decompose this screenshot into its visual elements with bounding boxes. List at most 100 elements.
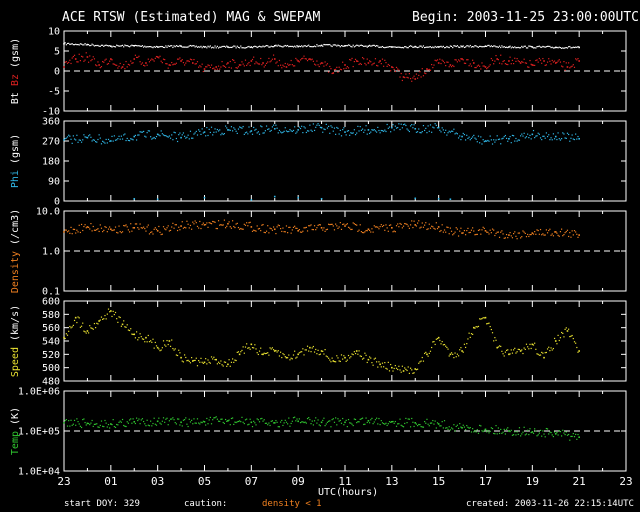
scatter-dot	[109, 311, 111, 313]
scatter-dot	[295, 227, 297, 229]
scatter-dot	[576, 46, 578, 48]
scatter-dot	[207, 45, 209, 47]
scatter-dot	[71, 43, 73, 45]
scatter-dot	[329, 132, 331, 134]
scatter-dot	[178, 349, 180, 351]
scatter-dot	[72, 135, 74, 137]
scatter-dot	[311, 347, 313, 349]
scatter-dot	[69, 135, 71, 137]
scatter-dot	[447, 348, 449, 350]
scatter-dot	[299, 59, 302, 61]
scatter-dot	[105, 318, 107, 320]
scatter-dot	[240, 45, 242, 47]
scatter-dot	[552, 61, 555, 63]
data-point	[180, 421, 182, 424]
scatter-dot	[333, 360, 336, 363]
scatter-dot	[151, 231, 153, 233]
scatter-dot	[116, 231, 118, 234]
data-point	[168, 340, 171, 342]
scatter-dot	[112, 310, 114, 312]
scatter-dot	[569, 336, 571, 338]
scatter-dot	[311, 130, 313, 132]
scatter-dot	[79, 43, 81, 45]
scatter-dot	[185, 62, 187, 64]
scatter-dot	[90, 222, 92, 225]
scatter-dot	[530, 431, 532, 434]
scatter-dot	[537, 45, 539, 48]
scatter-dot	[500, 143, 502, 145]
scatter-dot	[292, 65, 295, 67]
scatter-dot	[174, 63, 176, 65]
scatter-dot	[301, 351, 303, 353]
scatter-dot	[123, 64, 125, 66]
scatter-dot	[137, 134, 139, 136]
scatter-dot	[64, 229, 66, 231]
x-tick-label-4: 07	[245, 475, 258, 488]
scatter-dot	[329, 420, 331, 422]
data-point	[496, 346, 499, 349]
scatter-dot	[139, 223, 141, 225]
scatter-dot	[429, 350, 432, 352]
scatter-dot	[534, 428, 536, 430]
scatter-dot	[488, 432, 490, 434]
scatter-dot	[449, 227, 451, 229]
scatter-dot	[269, 347, 271, 349]
scatter-dot	[488, 233, 490, 235]
scatter-dot	[175, 354, 177, 356]
scatter-dot	[140, 45, 142, 47]
scatter-dot	[475, 233, 477, 236]
data-point	[578, 350, 580, 352]
scatter-dot	[529, 59, 531, 62]
scatter-dot	[536, 435, 538, 437]
scatter-dot	[337, 418, 339, 420]
scatter-dot	[196, 61, 199, 63]
scatter-dot	[521, 236, 523, 238]
data-point	[344, 356, 346, 359]
scatter-dot	[202, 362, 204, 365]
scatter-dot	[337, 44, 339, 46]
scatter-dot	[462, 59, 464, 61]
scatter-dot	[146, 226, 148, 228]
scatter-dot	[68, 230, 70, 232]
data-point	[156, 46, 159, 48]
scatter-dot	[548, 45, 550, 47]
scatter-dot	[450, 230, 453, 232]
scatter-dot	[338, 133, 340, 135]
scatter-dot	[148, 341, 151, 343]
scatter-dot	[92, 139, 94, 141]
scatter-dot	[335, 417, 337, 419]
scatter-dot	[511, 352, 514, 354]
scatter-dot	[166, 46, 168, 48]
scatter-dot	[557, 434, 559, 436]
scatter-dot	[470, 431, 473, 433]
scatter-dot	[185, 417, 187, 419]
scatter-dot	[254, 229, 256, 232]
x-tick-label-9: 17	[479, 475, 492, 488]
scatter-dot	[521, 60, 523, 63]
scatter-dot	[545, 132, 547, 134]
scatter-dot	[517, 139, 519, 141]
scatter-dot	[240, 64, 242, 66]
scatter-dot	[481, 229, 483, 231]
scatter-dot	[65, 61, 67, 63]
scatter-dot	[453, 45, 455, 47]
scatter-dot	[377, 226, 379, 228]
data-point	[227, 129, 229, 131]
scatter-dot	[553, 60, 556, 62]
scatter-dot	[267, 45, 269, 47]
scatter-dot	[189, 130, 192, 132]
scatter-dot	[78, 139, 80, 141]
scatter-dot	[504, 351, 507, 353]
scatter-dot	[476, 326, 478, 328]
scatter-dot	[70, 226, 72, 228]
scatter-dot	[556, 431, 558, 434]
scatter-dot	[175, 62, 177, 64]
data-point	[86, 136, 89, 139]
scatter-dot	[182, 132, 185, 134]
data-point	[63, 66, 65, 68]
scatter-dot	[97, 228, 99, 230]
scatter-dot	[330, 223, 332, 226]
data-point	[391, 420, 393, 423]
scatter-dot	[234, 359, 236, 361]
scatter-dot	[267, 128, 269, 131]
